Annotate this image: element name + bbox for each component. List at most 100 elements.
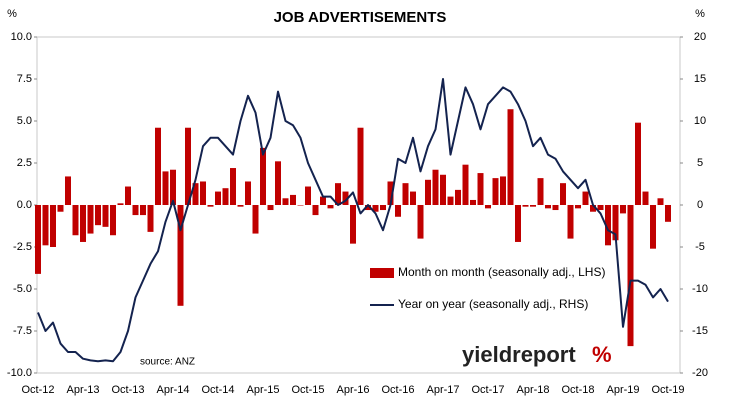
bar xyxy=(492,178,499,205)
bar xyxy=(515,205,521,242)
x-tick-label: Apr-17 xyxy=(426,384,459,396)
bar xyxy=(57,205,64,212)
y-tick-label: -5.0 xyxy=(13,283,32,295)
bar xyxy=(372,205,379,212)
bar xyxy=(230,168,236,205)
logo-mark: % xyxy=(592,342,612,367)
bar xyxy=(222,188,229,205)
bar xyxy=(102,205,109,227)
y2-tick-label: 20 xyxy=(694,31,706,43)
bar xyxy=(425,179,431,205)
bar xyxy=(87,205,94,234)
bar xyxy=(35,205,41,274)
x-tick-label: Apr-13 xyxy=(66,384,99,396)
bar xyxy=(42,205,49,246)
chart-title: JOB ADVERTISEMENTS xyxy=(274,9,447,26)
bar xyxy=(432,169,439,205)
bar xyxy=(440,174,446,205)
bar xyxy=(485,205,491,209)
bar xyxy=(620,205,626,214)
bar xyxy=(275,161,281,205)
y-tick-label: -10.0 xyxy=(7,367,32,379)
bar xyxy=(522,205,529,207)
y2-tick-label: 15 xyxy=(694,73,706,85)
bar xyxy=(402,183,409,205)
bar xyxy=(117,203,124,205)
bar xyxy=(455,189,461,205)
x-tick-label: Apr-19 xyxy=(606,384,639,396)
bar xyxy=(342,191,349,205)
bar xyxy=(590,205,596,212)
bar xyxy=(650,205,656,249)
bar xyxy=(507,109,514,205)
bar xyxy=(267,205,274,211)
bar xyxy=(312,205,319,216)
bar xyxy=(545,205,551,209)
x-tick-label: Oct-15 xyxy=(291,384,324,396)
bar xyxy=(635,122,641,205)
bar xyxy=(110,205,116,236)
bar xyxy=(50,205,56,247)
y2-tick-label: 10 xyxy=(694,115,706,127)
x-tick-label: Apr-18 xyxy=(516,384,549,396)
y2-tick-label: 5 xyxy=(697,157,703,169)
bar xyxy=(147,205,154,232)
y-tick-label: -2.5 xyxy=(13,241,32,253)
bar xyxy=(500,176,506,205)
x-tick-label: Oct-14 xyxy=(201,384,234,396)
bar xyxy=(597,205,604,211)
bar xyxy=(477,173,484,205)
x-tick-label: Oct-16 xyxy=(381,384,414,396)
x-tick-label: Oct-19 xyxy=(651,384,684,396)
bar xyxy=(335,183,341,205)
x-tick-label: Apr-16 xyxy=(336,384,369,396)
bar xyxy=(140,205,146,216)
y2-tick-label: 0 xyxy=(697,199,703,211)
line xyxy=(37,78,669,363)
x-tick-label: Oct-12 xyxy=(21,384,54,396)
bar xyxy=(200,181,206,205)
bar xyxy=(357,127,364,205)
bar xyxy=(410,191,416,205)
bar xyxy=(462,164,469,205)
y-axis-label: % xyxy=(7,8,17,20)
y2-axis-label: % xyxy=(695,8,705,20)
bar xyxy=(80,205,86,242)
legend-label: Year on year (seasonally adj., RHS) xyxy=(398,297,588,311)
bar xyxy=(252,205,259,234)
bar xyxy=(170,169,176,205)
bar xyxy=(642,191,649,205)
bar xyxy=(530,205,536,207)
bar xyxy=(282,198,289,205)
bar xyxy=(582,191,589,205)
bar xyxy=(605,205,611,246)
bar xyxy=(305,186,311,205)
bar xyxy=(575,205,581,209)
bar xyxy=(297,205,304,206)
bar xyxy=(470,199,476,205)
bar xyxy=(65,176,71,205)
bar xyxy=(657,198,664,205)
bar xyxy=(380,205,386,211)
x-tick-label: Oct-13 xyxy=(111,384,144,396)
bar xyxy=(447,196,454,205)
bar xyxy=(665,205,671,222)
bar xyxy=(72,205,79,236)
bar xyxy=(260,147,266,205)
legend-label: Month on month (seasonally adj., LHS) xyxy=(398,265,605,279)
bar xyxy=(552,205,559,211)
bar xyxy=(537,178,544,205)
y-tick-label: 5.0 xyxy=(17,115,32,127)
bar xyxy=(417,205,424,239)
bar xyxy=(365,205,371,211)
y2-tick-label: -20 xyxy=(692,367,708,379)
y-tick-label: 10.0 xyxy=(11,31,32,43)
bar xyxy=(320,196,326,205)
y-tick-label: 2.5 xyxy=(17,157,32,169)
bar xyxy=(207,205,214,207)
bar xyxy=(327,205,334,209)
x-tick-label: Apr-14 xyxy=(156,384,189,396)
bar xyxy=(627,205,634,347)
bar xyxy=(215,191,221,205)
